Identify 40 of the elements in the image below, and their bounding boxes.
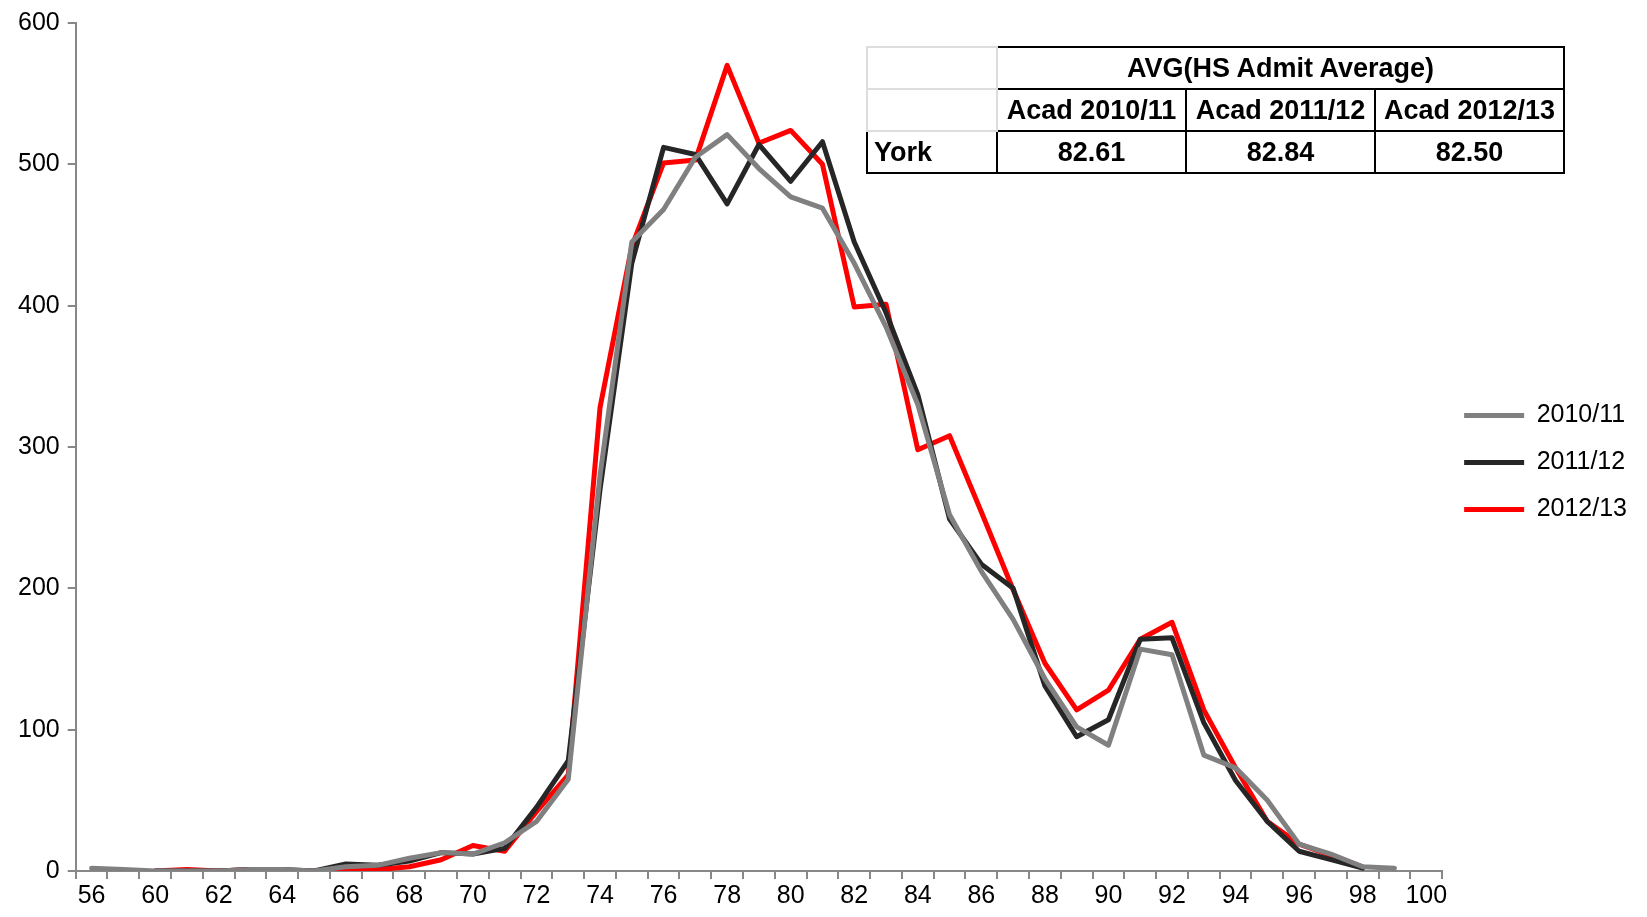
x-tick-label: 84 (903, 879, 932, 908)
annotation: 82.84 (1186, 131, 1375, 173)
x-tick-label: 88 (1031, 879, 1059, 908)
annotation: Acad 2011/12 (1186, 89, 1375, 131)
y-tick-label: 600 (17, 6, 60, 35)
x-tick-label: 66 (331, 879, 360, 908)
x-tick-label: 60 (141, 879, 170, 908)
annotation: Acad 2012/13 (1375, 89, 1564, 131)
x-tick-label: 78 (713, 879, 742, 908)
x-tick-label: 96 (1285, 879, 1314, 908)
annotation: 82.61 (997, 131, 1186, 173)
x-tick-label: 72 (522, 879, 551, 908)
y-tick-label: 100 (17, 713, 60, 742)
x-tick-label: 62 (204, 879, 233, 908)
x-tick-label: 76 (649, 879, 678, 908)
legend-label: 2012/13 (1536, 493, 1628, 522)
annotation: 82.50 (1375, 131, 1564, 173)
y-tick-label: 0 (45, 854, 60, 883)
annotation: Acad 2010/11 (997, 89, 1186, 131)
x-tick-label: 86 (967, 879, 996, 908)
x-tick-label: 68 (395, 879, 424, 908)
x-tick-label: 64 (268, 879, 297, 908)
x-tick-label: 94 (1221, 879, 1250, 908)
y-tick-label: 500 (17, 148, 60, 177)
legend-label: 2010/11 (1536, 399, 1626, 428)
annotation: AVG(HS Admit Average) (997, 47, 1564, 89)
x-tick-label: 70 (459, 879, 487, 908)
x-tick-label: 74 (586, 879, 615, 908)
x-tick-label: 90 (1094, 879, 1123, 908)
legend-label: 2011/12 (1536, 446, 1626, 475)
x-tick-label: 100 (1405, 879, 1448, 908)
x-tick-label: 98 (1348, 879, 1377, 908)
x-tick-label: 56 (77, 879, 106, 908)
x-tick-label: 82 (840, 879, 869, 908)
y-tick-label: 200 (17, 572, 60, 601)
y-tick-label: 300 (17, 430, 60, 459)
x-tick-label: 80 (776, 879, 805, 908)
annotation: York (867, 131, 997, 173)
x-tick-label: 92 (1158, 879, 1186, 908)
y-tick-label: 400 (17, 289, 60, 318)
